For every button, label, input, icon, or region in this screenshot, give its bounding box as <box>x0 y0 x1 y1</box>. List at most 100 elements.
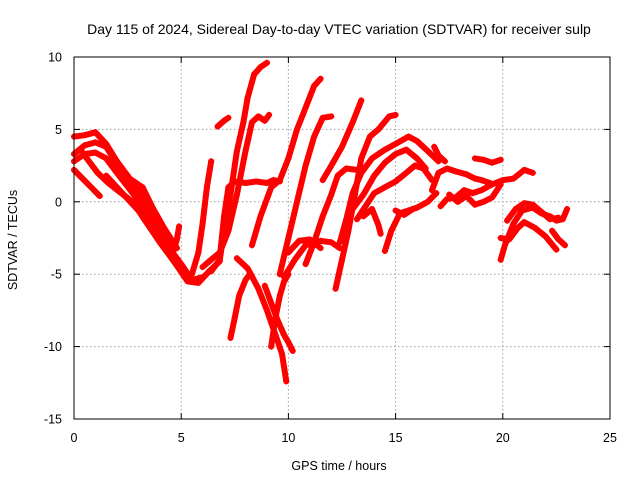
data-point <box>354 216 361 223</box>
data-point <box>240 119 247 126</box>
data-point <box>555 236 562 243</box>
data-point <box>150 206 157 213</box>
y-tick-label: 10 <box>48 51 62 65</box>
series-arc-11 <box>208 59 270 275</box>
data-point <box>103 172 110 179</box>
series-line <box>497 219 560 253</box>
series-arc-18 <box>248 75 324 249</box>
y-tick-label: -10 <box>44 340 62 354</box>
data-point <box>126 175 133 182</box>
data-point <box>478 187 485 194</box>
data-point <box>542 233 549 240</box>
data-point <box>317 75 324 82</box>
x-tick-label: 10 <box>281 431 295 445</box>
data-point <box>311 239 318 246</box>
data-point <box>514 224 521 231</box>
data-point <box>261 117 268 124</box>
data-point <box>424 198 431 205</box>
series-line <box>360 206 384 237</box>
series-layer <box>71 59 571 385</box>
data-point <box>319 213 326 220</box>
x-tick-label: 5 <box>178 431 185 445</box>
data-point <box>529 169 536 176</box>
series-arc-33 <box>446 181 504 208</box>
data-point <box>362 203 369 210</box>
data-point <box>263 59 270 66</box>
data-point <box>319 114 326 121</box>
data-point <box>411 162 418 169</box>
data-point <box>497 256 504 263</box>
data-point <box>489 181 496 188</box>
series-arc-29 <box>381 190 440 255</box>
data-point <box>124 195 131 202</box>
data-point <box>77 146 84 153</box>
series-arc-16 <box>261 282 296 354</box>
series-arc-14 <box>227 271 253 341</box>
data-point <box>497 181 504 188</box>
data-point <box>139 184 146 191</box>
series-line <box>227 271 253 341</box>
data-point <box>311 133 318 140</box>
data-point <box>242 276 249 283</box>
data-point <box>433 190 440 197</box>
data-point <box>319 177 326 184</box>
data-point <box>510 220 517 227</box>
series-arc-35 <box>471 155 504 166</box>
data-point <box>81 142 88 149</box>
data-point <box>173 236 180 243</box>
x-axis-label: GPS time / hours <box>291 459 386 473</box>
data-point <box>369 155 376 162</box>
data-point <box>255 113 262 120</box>
data-point <box>266 111 273 118</box>
data-point <box>512 206 519 213</box>
data-point <box>401 211 408 218</box>
data-point <box>233 255 240 262</box>
chart-title: Day 115 of 2024, Sidereal Day-to-day VTE… <box>87 21 591 37</box>
data-point <box>435 169 442 176</box>
data-point <box>414 137 421 144</box>
data-point <box>291 256 298 263</box>
data-point <box>248 119 255 126</box>
data-point <box>431 143 438 150</box>
series-line <box>471 155 504 166</box>
data-point <box>510 175 517 182</box>
data-point <box>501 242 508 249</box>
data-point <box>248 242 255 249</box>
data-point <box>497 156 504 163</box>
data-point <box>371 172 378 179</box>
series-arc-8 <box>169 223 183 257</box>
data-point <box>195 249 202 256</box>
data-point <box>388 227 395 234</box>
x-tick-label: 0 <box>71 431 78 445</box>
series-arc-30 <box>392 206 416 218</box>
data-point <box>381 184 388 191</box>
data-point <box>285 235 292 241</box>
data-point <box>263 179 270 186</box>
series-arc-9 <box>188 158 215 278</box>
series-arc-19 <box>276 113 335 278</box>
data-point <box>285 249 292 256</box>
data-point <box>328 191 335 198</box>
data-point <box>480 198 487 205</box>
data-point <box>86 158 93 165</box>
data-point <box>272 314 279 321</box>
data-point <box>446 191 453 198</box>
series-arc-28 <box>360 206 384 237</box>
data-point <box>463 193 470 200</box>
series-arc-22 <box>302 165 361 268</box>
data-point <box>444 195 451 202</box>
data-point <box>278 350 285 357</box>
data-point <box>437 203 444 210</box>
data-point <box>358 155 365 162</box>
data-point <box>471 175 478 182</box>
data-point <box>225 184 232 191</box>
data-point <box>92 139 99 146</box>
data-point <box>88 184 95 191</box>
data-point <box>429 187 436 194</box>
ticks <box>73 56 611 420</box>
series-arc-36 <box>497 204 571 263</box>
data-point <box>113 184 120 191</box>
data-point <box>96 193 103 200</box>
data-point <box>392 140 399 147</box>
data-point <box>236 292 243 299</box>
